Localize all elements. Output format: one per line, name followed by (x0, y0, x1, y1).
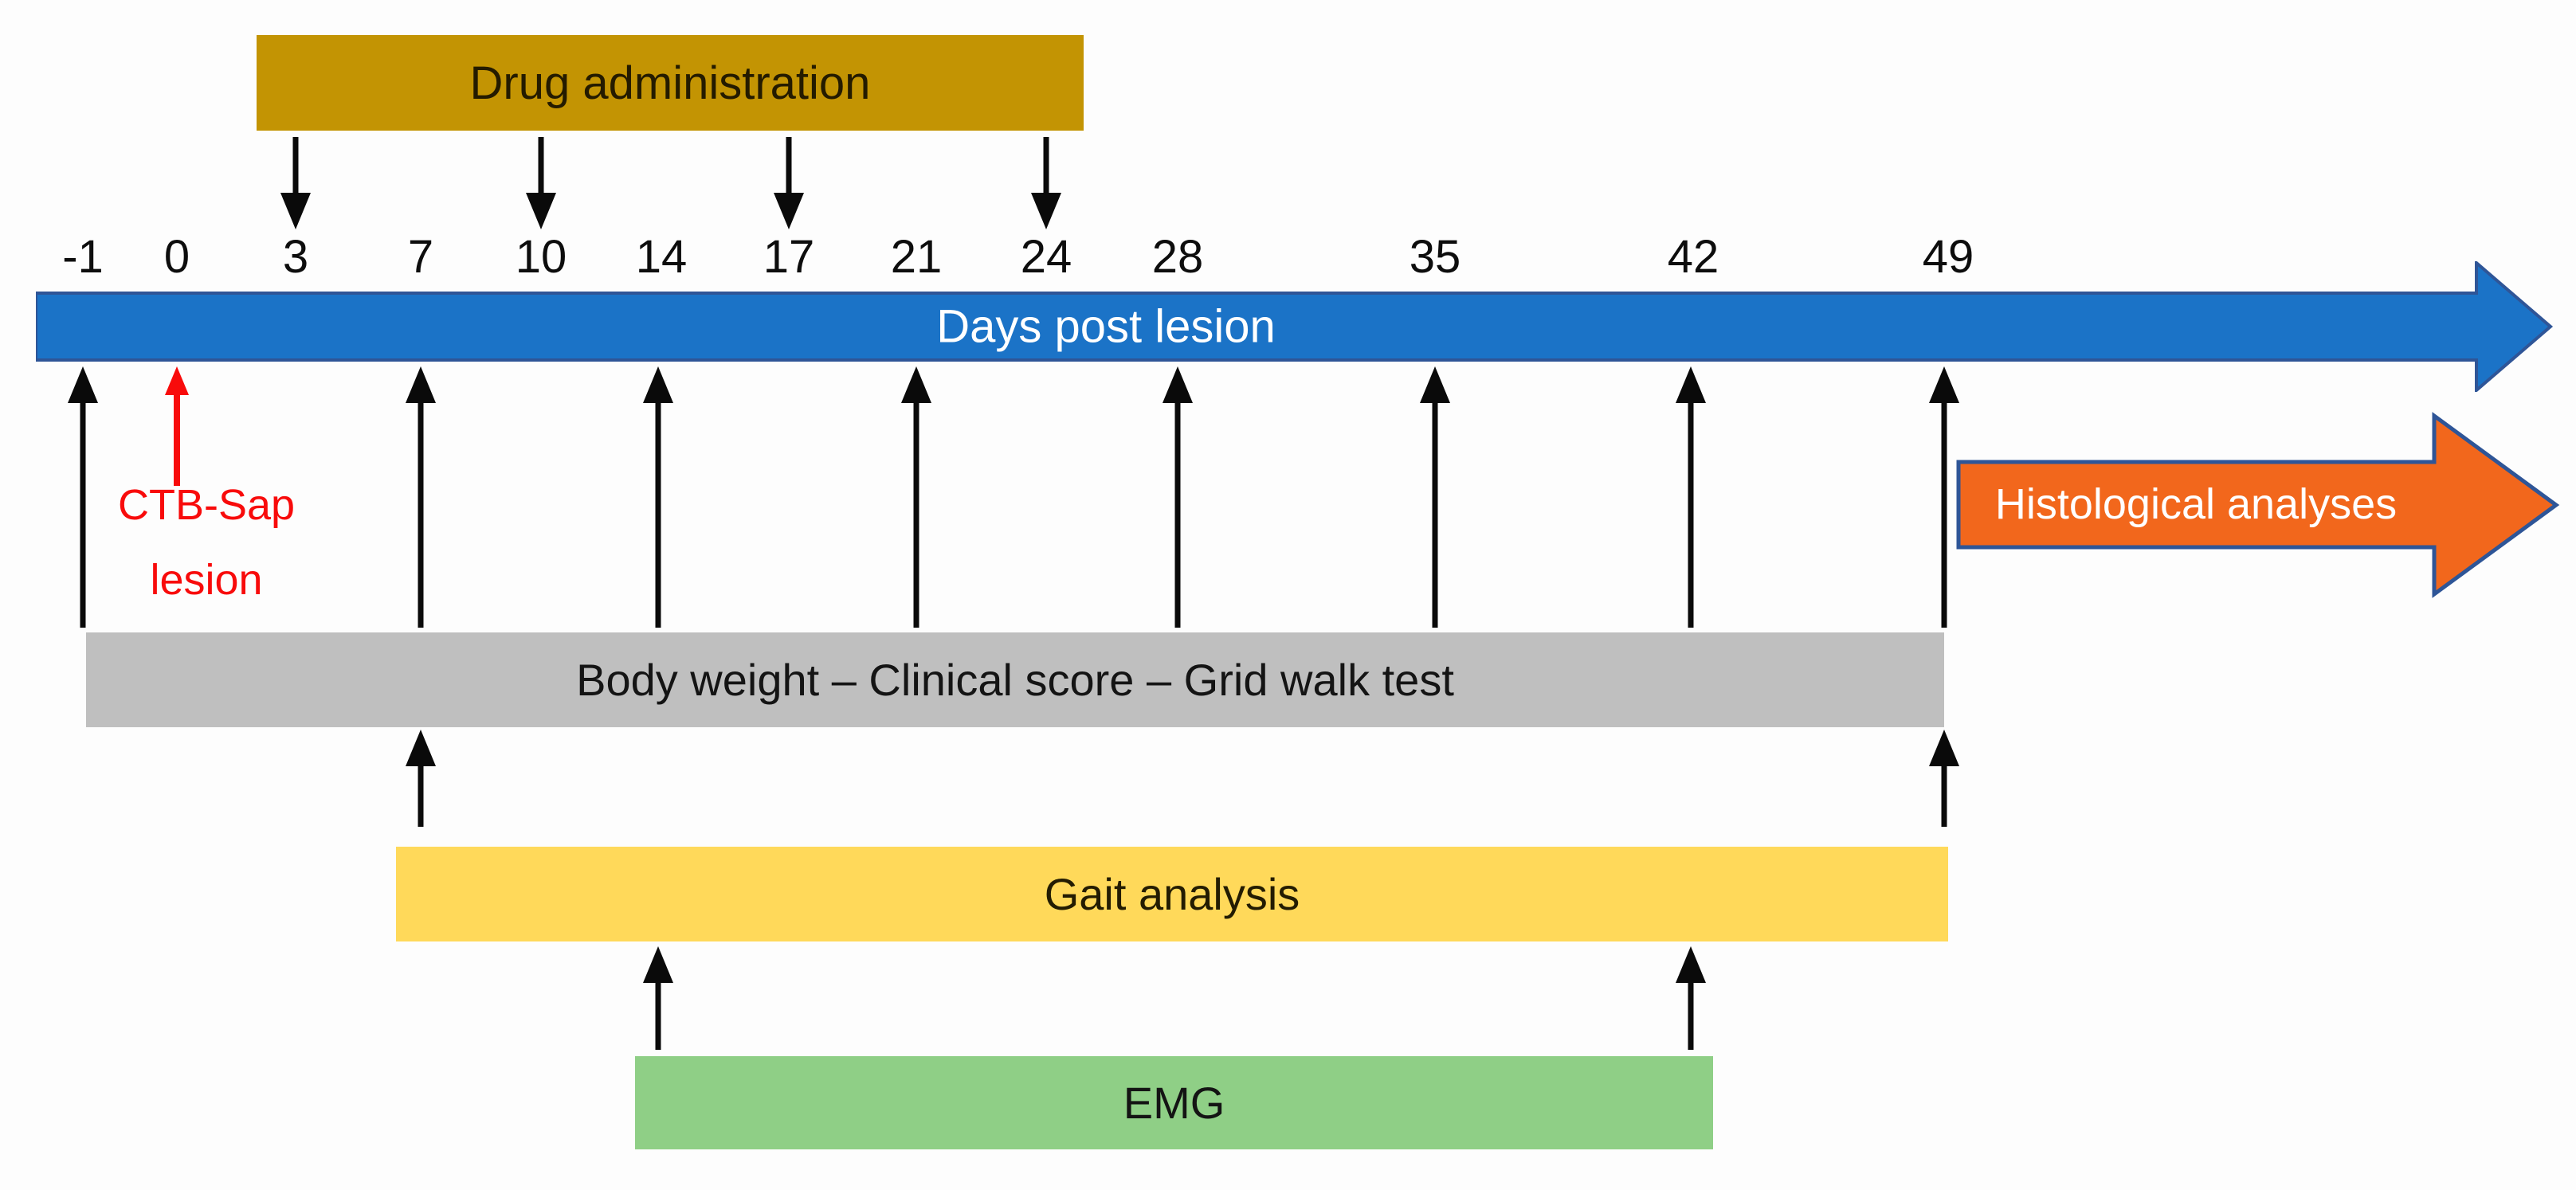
arrow-head (1420, 366, 1450, 403)
arrow-head (643, 366, 673, 403)
arrow-shaft (913, 400, 919, 628)
drug-administration-label: Drug administration (469, 57, 871, 109)
gait-analysis-bar: Gait analysis (396, 847, 1948, 941)
lesion-label-line1: CTB-Sap (117, 481, 296, 529)
arrow-shaft (538, 137, 544, 196)
arrow-shaft (80, 400, 86, 628)
day-label-24: 24 (1020, 231, 1072, 283)
timeline-tick-arrow-day-minus1 (68, 366, 98, 628)
day-label-49: 49 (1922, 231, 1974, 283)
drug-dose-arrow-day-17 (774, 137, 804, 229)
arrow-head (901, 366, 931, 403)
arrow-shaft (1688, 980, 1694, 1050)
lesion-label-line2: lesion (150, 556, 263, 604)
day-label-minus1: -1 (62, 231, 104, 283)
arrow-head (1676, 366, 1706, 403)
emg-bar-label: EMG (1123, 1078, 1225, 1128)
timeline-tick-arrow-day-7 (406, 366, 436, 628)
arrow-head (280, 193, 311, 229)
arrow-head (406, 730, 436, 766)
arrow-shaft (1043, 137, 1049, 196)
timeline-tick-arrow-day-49 (1929, 366, 1959, 628)
arrow-head (1163, 366, 1193, 403)
emg-bar: EMG (635, 1056, 1713, 1149)
gait-analysis-label: Gait analysis (1044, 869, 1300, 919)
day-label-35: 35 (1409, 231, 1461, 283)
day-label-14: 14 (635, 231, 688, 283)
day-label-17: 17 (763, 231, 815, 283)
day-label-0: 0 (163, 231, 190, 283)
day-label-21: 21 (890, 231, 943, 283)
drug-dose-arrow-day-24 (1031, 137, 1061, 229)
arrow-shaft (418, 400, 424, 628)
arrow-head (1929, 366, 1959, 403)
histological-analyses-arrow (1956, 412, 2560, 598)
arrow-head (1031, 193, 1061, 229)
timeline-tick-arrow-day-28 (1163, 366, 1193, 628)
timeline-tick-arrow-day-42 (1676, 366, 1706, 628)
timeline-tick-arrow-day-21 (901, 366, 931, 628)
arrow-head (1929, 730, 1959, 766)
day-label-10: 10 (515, 231, 567, 283)
drug-dose-arrow-day-10 (526, 137, 556, 229)
gait-arrow-day-7 (406, 730, 436, 827)
arrow-shaft (1174, 400, 1181, 628)
arrow-shaft (655, 980, 661, 1050)
arrow-head (68, 366, 98, 403)
arrow-head (1676, 946, 1706, 983)
day-label-28: 28 (1151, 231, 1204, 283)
timeline-tick-arrow-day-14 (643, 366, 673, 628)
arrow-head (774, 193, 804, 229)
day-label-7: 7 (407, 231, 434, 283)
arrow-shaft (786, 137, 792, 196)
emg-arrow-day-14 (643, 946, 673, 1050)
arrow-shaft (655, 400, 661, 628)
drug-administration-bar: Drug administration (257, 35, 1084, 131)
monitoring-bar-label: Body weight – Clinical score – Grid walk… (576, 655, 1454, 705)
arrow-head (526, 193, 556, 229)
arrow-head (643, 946, 673, 983)
arrow-shaft (174, 390, 180, 486)
day-label-3: 3 (282, 231, 309, 283)
days-post-lesion-timeline-arrow (36, 261, 2554, 392)
arrow-shaft (1688, 400, 1694, 628)
arrow-head (406, 366, 436, 403)
lesion-arrow (165, 366, 189, 486)
monitoring-bar: Body weight – Clinical score – Grid walk… (86, 632, 1944, 727)
emg-arrow-day-42 (1676, 946, 1706, 1050)
gait-arrow-day-49 (1929, 730, 1959, 827)
arrow-shaft (1941, 763, 1947, 827)
timeline-label: Days post lesion (936, 300, 1276, 353)
drug-dose-arrow-day-3 (280, 137, 311, 229)
arrow-shaft (292, 137, 299, 196)
timeline-tick-arrow-day-35 (1420, 366, 1450, 628)
arrow-shaft (418, 763, 424, 827)
histological-analyses-label: Histological analyses (1994, 480, 2398, 528)
arrow-shaft (1432, 400, 1438, 628)
arrow-shaft (1941, 400, 1947, 628)
day-label-42: 42 (1667, 231, 1719, 283)
